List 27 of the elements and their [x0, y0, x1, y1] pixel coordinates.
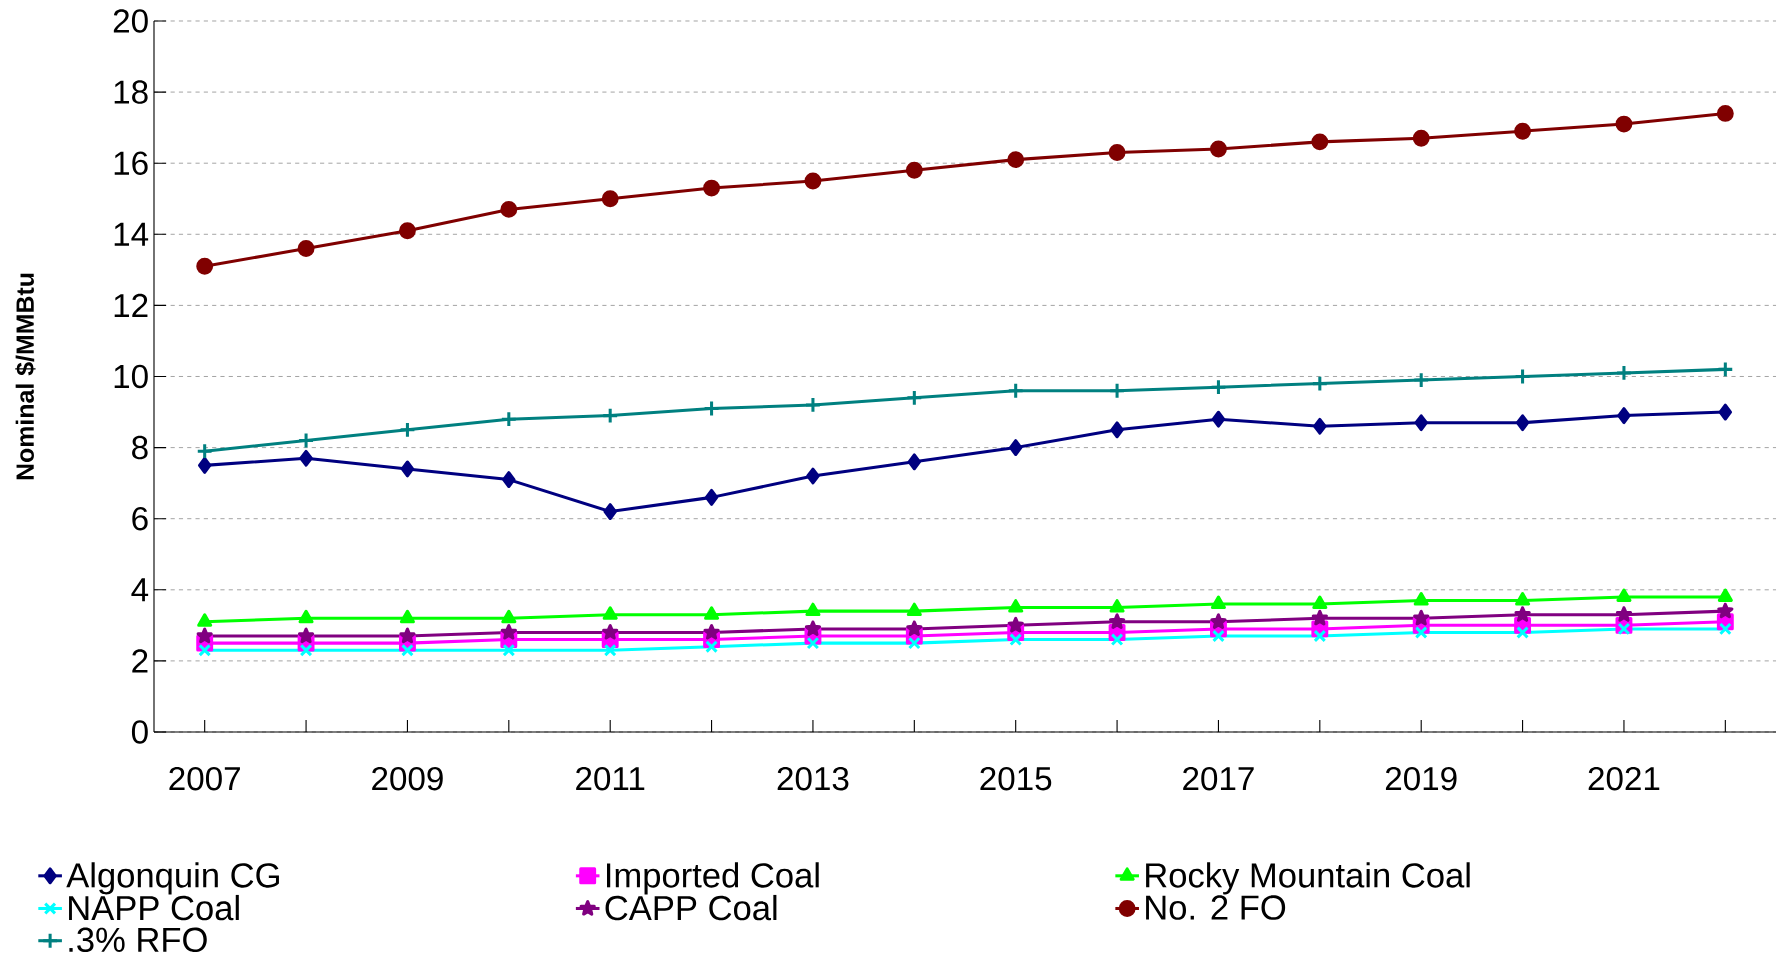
y-tick-label: 6	[132, 506, 148, 531]
y-tick-label: 14	[114, 222, 149, 246]
x-tick-label: 2021	[1588, 766, 1660, 791]
x-tick-label: 2017	[1183, 766, 1254, 791]
x-tick-label: 2015	[980, 766, 1052, 791]
legend-label: CAPP Coal	[605, 894, 777, 921]
y-tick-label: 0	[131, 720, 148, 744]
x-tick-label: 2009	[372, 766, 443, 791]
legend-label: Rocky Mountain Coal	[1146, 862, 1470, 895]
x-tick-label: 2013	[777, 766, 849, 791]
legend-label: Algonquin CG	[66, 862, 279, 895]
y-tick-label: 8	[132, 435, 148, 460]
y-tick-label: 2	[132, 649, 148, 673]
y-tick-label: 4	[131, 578, 149, 602]
y-tick-label: 20	[113, 9, 148, 33]
legend-label: NAPP Coal	[69, 894, 239, 921]
y-tick-label: 12	[114, 293, 148, 317]
y-tick-label: 16	[114, 151, 148, 175]
y-axis-title: Nominal $/MMBtu	[15, 273, 36, 480]
x-tick-label: 2011	[576, 766, 645, 791]
x-tick-label: 2007	[169, 766, 240, 791]
legend-label: No. 2 FO	[1146, 895, 1286, 920]
y-tick-label: 18	[114, 80, 148, 104]
legend-label: Imported Coal	[606, 862, 819, 895]
y-tick-label: 10	[114, 364, 148, 389]
x-tick-label: 2019	[1385, 766, 1457, 791]
legend-label: .3% RFO	[69, 927, 207, 953]
